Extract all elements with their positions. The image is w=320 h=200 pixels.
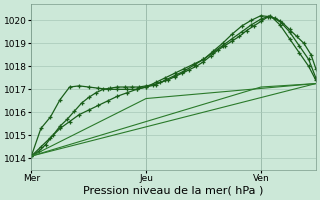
X-axis label: Pression niveau de la mer( hPa ): Pression niveau de la mer( hPa ) [84, 186, 264, 196]
